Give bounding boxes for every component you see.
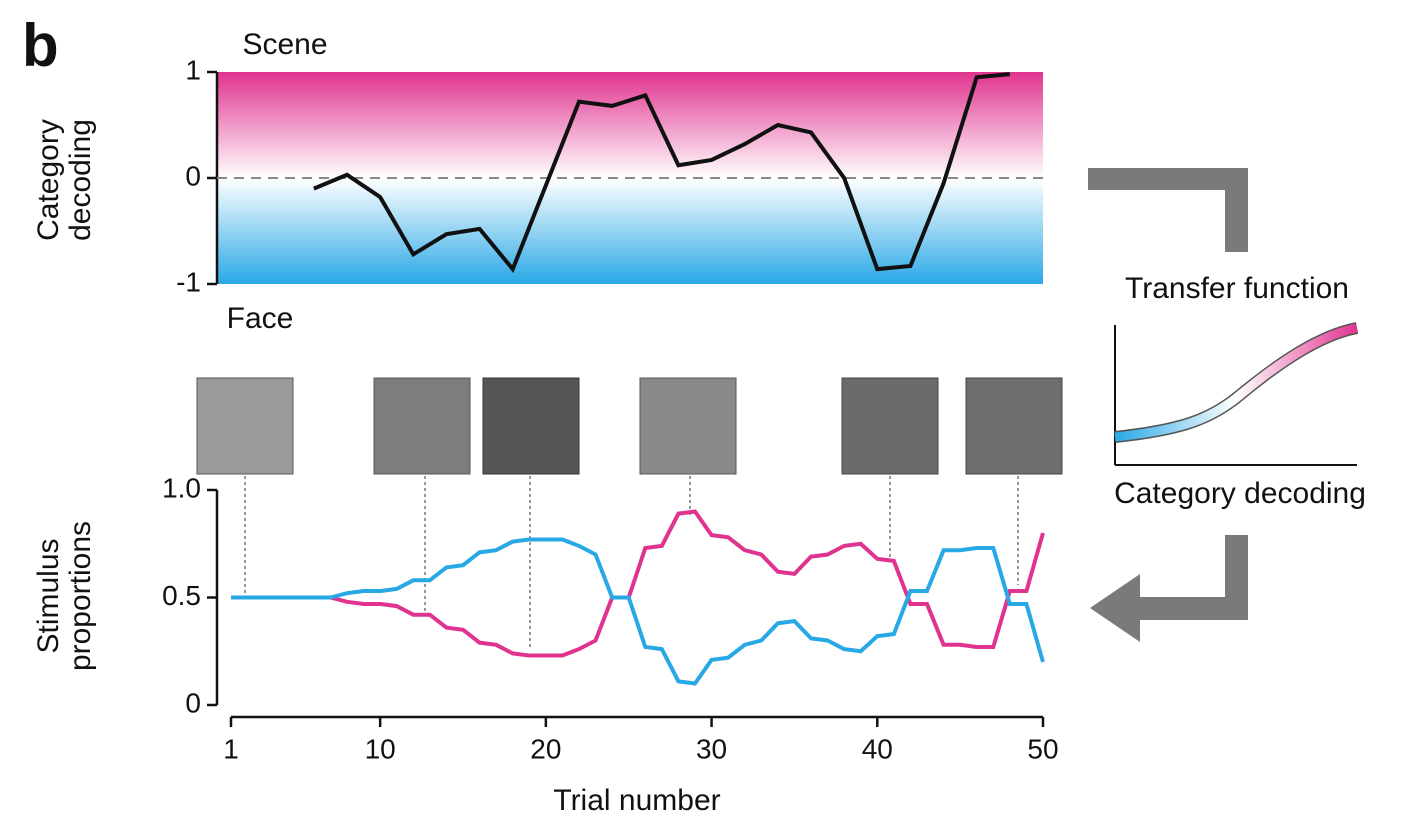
stimulus-image: [841, 377, 939, 475]
image-connectors: [244, 476, 1019, 650]
stimulus-image: [196, 377, 294, 475]
scene-band: [217, 72, 1043, 178]
arrow: [1088, 168, 1248, 252]
y-axis-label: Category decoding: [32, 119, 97, 241]
y-tick-label: 0: [185, 160, 201, 191]
x-tick-label: 30: [696, 733, 727, 764]
arrow: [1090, 535, 1248, 642]
y-tick-label: 0: [185, 687, 201, 718]
face-band: [217, 178, 1043, 284]
x-tick-label: 50: [1027, 733, 1058, 764]
y-axis-label: Stimulus proportions: [32, 520, 97, 672]
data-line: [231, 509, 1045, 658]
y-tick-label: 0.5: [162, 580, 201, 611]
transfer-curve: [1114, 323, 1358, 442]
x-axis-label: Trial number: [553, 784, 720, 817]
x-tick-label: 20: [530, 733, 561, 764]
y-tick-label: 1.0: [162, 472, 201, 503]
inset-title: Transfer function: [1125, 272, 1349, 305]
panel-label: b: [22, 12, 59, 79]
stimulus-image: [373, 377, 471, 475]
data-line: [313, 72, 1011, 274]
band-label: Face: [227, 302, 294, 335]
data-line: [231, 537, 1045, 686]
band-label: Scene: [242, 28, 327, 61]
decoration: [196, 168, 1359, 650]
inset-x-label: Category decoding: [1114, 477, 1366, 510]
stimulus-image: [482, 377, 580, 475]
y-tick-label: 1: [185, 54, 201, 85]
x-tick-label: 10: [365, 733, 396, 764]
stimulus-image: [639, 377, 737, 475]
y-tick-label: -1: [176, 266, 201, 297]
x-tick-label: 40: [862, 733, 893, 764]
stimulus-image: [965, 377, 1063, 475]
x-tick-label: 1: [223, 733, 239, 764]
